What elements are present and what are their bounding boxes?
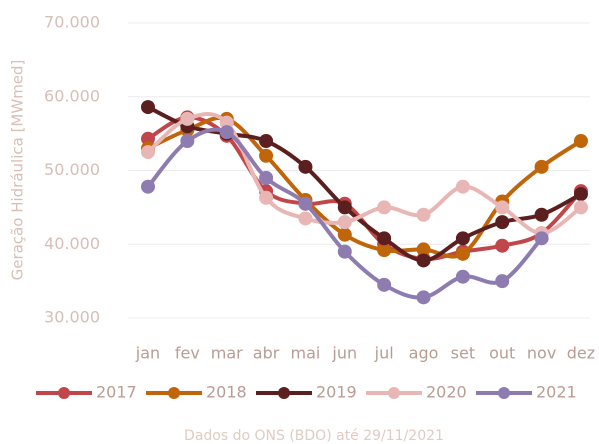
- legend-label: 2019: [316, 383, 357, 402]
- point: [455, 246, 470, 261]
- point: [377, 200, 392, 215]
- point: [416, 253, 431, 268]
- x-tick-label: jan: [135, 344, 160, 363]
- point: [259, 170, 274, 185]
- point: [141, 179, 155, 194]
- legend-marker: [278, 387, 290, 399]
- legend-marker: [58, 387, 70, 399]
- point: [141, 100, 155, 115]
- legend-label: 2017: [96, 383, 137, 402]
- point: [259, 134, 274, 148]
- legend-marker: [168, 387, 180, 399]
- x-tick-label: mai: [291, 344, 321, 363]
- point: [495, 274, 510, 289]
- point: [573, 187, 588, 202]
- point: [416, 290, 431, 305]
- point: [377, 277, 392, 292]
- point: [141, 131, 155, 146]
- y-axis-label: Geração Hidráulica [MWmed]: [9, 60, 27, 281]
- x-tick-label: jul: [374, 344, 394, 363]
- y-tick-label: 70.000: [44, 13, 100, 32]
- point: [219, 125, 234, 140]
- x-tick-label: jun: [331, 344, 357, 363]
- point: [534, 231, 549, 246]
- legend-marker: [388, 387, 400, 399]
- legend-label: 2020: [426, 383, 467, 402]
- x-tick-label: nov: [527, 344, 556, 363]
- point: [298, 211, 313, 226]
- legend-label: 2018: [206, 383, 247, 402]
- x-tick-label: out: [489, 344, 515, 363]
- point: [455, 231, 470, 246]
- point: [219, 115, 234, 130]
- footer: Dados do ONS (BDO) até 29/11/2021: [184, 428, 444, 444]
- point: [573, 134, 588, 148]
- point: [534, 207, 549, 222]
- point: [534, 159, 549, 174]
- point: [259, 190, 274, 205]
- point: [180, 111, 195, 126]
- point: [259, 148, 274, 163]
- x-tick-label: set: [451, 344, 475, 363]
- x-tick-label: dez: [567, 344, 595, 363]
- point: [416, 242, 431, 257]
- point: [495, 200, 510, 215]
- y-tick-label: 30.000: [44, 308, 100, 327]
- point: [298, 196, 313, 211]
- point: [455, 269, 470, 284]
- point: [416, 207, 431, 222]
- legend-marker: [498, 387, 510, 399]
- point: [298, 159, 313, 174]
- point: [337, 227, 352, 242]
- y-tick-label: 60.000: [44, 86, 100, 105]
- x-tick-label: fev: [175, 344, 200, 363]
- point: [573, 200, 588, 215]
- point: [377, 231, 392, 246]
- point: [495, 215, 510, 230]
- point: [337, 200, 352, 215]
- x-tick-label: abr: [253, 344, 280, 363]
- point: [337, 215, 352, 230]
- point: [180, 134, 195, 148]
- x-tick-label: ago: [409, 344, 439, 363]
- legend-label: 2021: [536, 383, 577, 402]
- x-tick-label: mar: [211, 344, 243, 363]
- y-tick-label: 40.000: [44, 234, 100, 253]
- point: [141, 145, 155, 160]
- point: [455, 179, 470, 194]
- series-line: [146, 115, 583, 259]
- y-tick-label: 50.000: [44, 160, 100, 179]
- point: [495, 238, 510, 253]
- point: [377, 243, 392, 258]
- point: [337, 244, 352, 259]
